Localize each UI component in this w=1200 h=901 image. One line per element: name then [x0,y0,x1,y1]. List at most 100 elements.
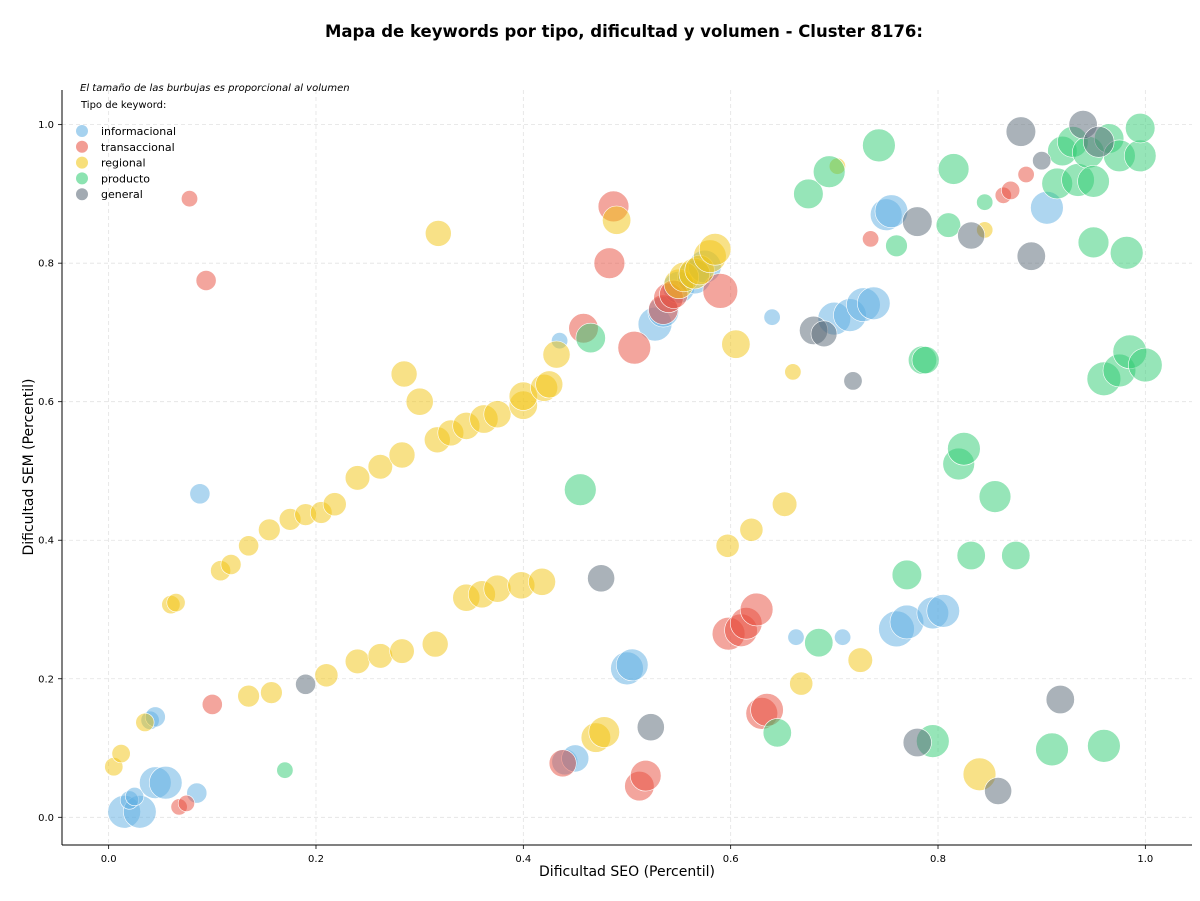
producto-bubble [935,212,962,238]
producto-bubble [804,628,834,658]
producto-bubble [1087,729,1121,763]
transaccional-bubble [1017,166,1035,184]
general-bubble [636,713,665,742]
general-bubble [843,371,863,391]
regional-bubble [424,220,452,247]
regional-bubble [739,517,764,542]
informacional-bubble [834,628,852,646]
regional-bubble [237,684,260,708]
legend: informacional transaccional regional produc… [76,125,176,201]
transaccional-bubble [702,273,738,309]
transaccional-bubble [201,694,223,715]
producto-bubble [1128,347,1163,383]
x-tick-label: 0.0 [101,854,117,865]
producto-bubble [762,718,792,748]
legend-marker-regional [76,156,88,169]
informacional-bubble [856,286,891,320]
producto-bubble [1001,540,1031,570]
regional-bubble [258,518,281,541]
transaccional-bubble [181,190,199,208]
producto-bubble [1035,732,1069,767]
general-bubble [295,673,317,695]
general-bubble [902,206,933,237]
x-tick-label: 0.2 [308,854,324,865]
regional-bubble [220,554,242,575]
grid [62,90,1192,845]
transaccional-bubble [195,270,217,291]
regional-bubble [483,574,512,603]
x-tick-label: 0.8 [930,854,946,865]
regional-bubble [238,535,260,557]
informacional-bubble [189,483,211,505]
producto-bubble [1077,226,1110,259]
producto-bubble [793,178,824,209]
regional-bubble [535,370,564,399]
producto-bubble [276,761,294,779]
legend-marker-transaccional [76,140,88,153]
regional-bubble [314,663,339,688]
legend-label-transaccional: transaccional [101,141,175,154]
x-ticks: 0.0 0.2 0.4 0.6 0.8 1.0 [101,845,1153,865]
producto-bubble [862,128,896,163]
legend-label-regional: regional [101,157,146,170]
regional-bubble [367,454,393,480]
regional-bubble [135,712,155,732]
general-bubble [957,221,986,250]
regional-bubble [166,593,186,613]
regional-bubble [322,492,347,517]
regional-bubble [421,630,449,658]
y-axis-label: Dificultad SEM (Percentil) [21,379,37,556]
general-bubble [984,777,1013,805]
size-note: El tamaño de las burbujas es proporciona… [80,83,350,94]
regional-bubble [405,387,434,416]
informacional-bubble [125,786,145,806]
y-tick-label: 1.0 [38,120,54,131]
legend-label-informacional: informacional [101,125,176,138]
regional-bubble [588,716,620,748]
bubbles [104,110,1163,829]
regional-bubble [698,233,732,266]
transaccional-bubble [548,749,577,778]
regional-bubble [367,643,393,669]
general-bubble [810,320,838,348]
producto-bubble [1123,139,1157,173]
producto-bubble [1077,165,1110,198]
y-tick-label: 0.2 [38,674,54,685]
y-tick-label: 0.8 [38,259,54,270]
general-bubble [1032,151,1052,171]
transaccional-bubble [617,331,651,365]
legend-label-producto: producto [101,172,150,185]
regional-bubble [344,648,371,675]
general-bubble [1016,241,1046,271]
producto-bubble [1125,113,1156,144]
x-tick-label: 0.6 [723,854,739,865]
regional-bubble [260,681,283,704]
transaccional-bubble [739,592,774,627]
regional-bubble [771,491,798,517]
regional-bubble [390,360,418,388]
producto-bubble [976,193,994,211]
informacional-bubble [926,594,960,628]
general-bubble [1045,684,1075,714]
regional-bubble [715,533,740,558]
producto-bubble [956,540,986,570]
legend-marker-producto [76,172,88,185]
general-bubble [902,727,932,757]
y-tick-label: 0.0 [38,813,54,824]
regional-bubble [388,441,416,469]
regional-bubble [528,567,556,596]
producto-bubble [885,234,908,258]
informacional-bubble [787,628,805,646]
axes [61,90,1192,846]
transaccional-bubble [1001,180,1021,200]
x-axis-label: Dificultad SEO (Percentil) [539,864,715,880]
producto-bubble [812,155,846,188]
y-tick-label: 0.6 [38,397,54,408]
producto-bubble [978,480,1012,513]
transaccional-bubble [177,794,195,812]
transaccional-bubble [629,759,662,792]
x-tick-label: 1.0 [1137,854,1153,865]
regional-bubble [602,205,632,235]
producto-bubble [891,559,923,591]
